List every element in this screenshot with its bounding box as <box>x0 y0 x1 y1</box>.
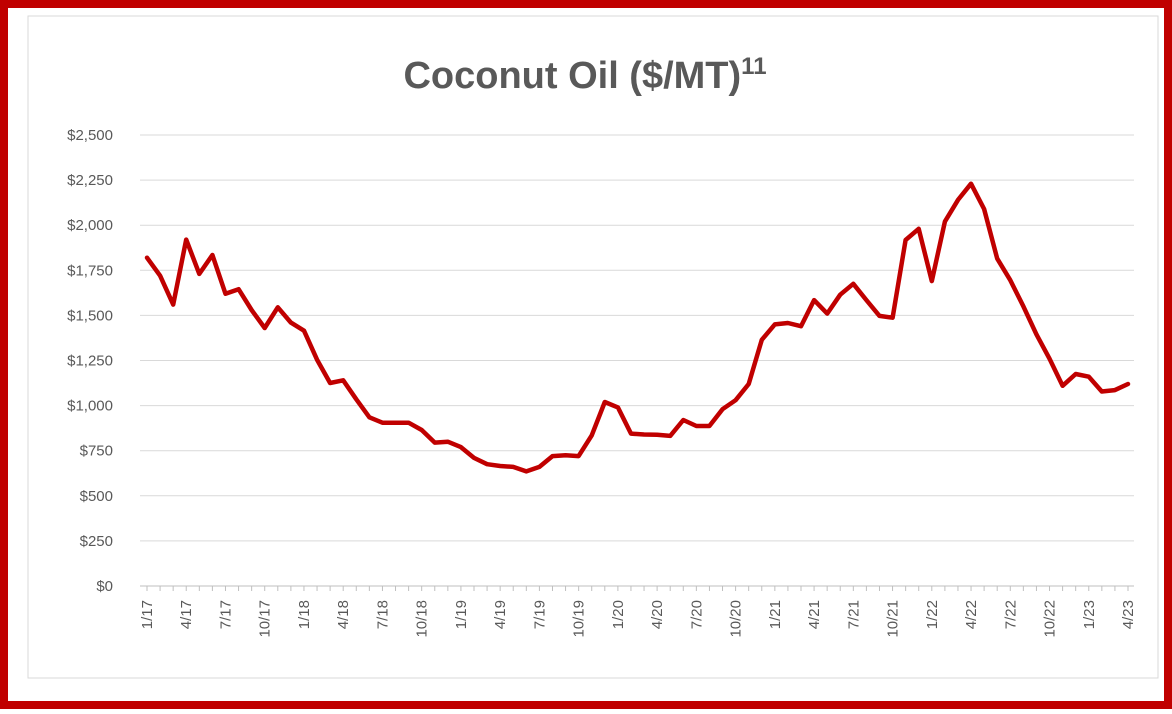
title-superscript: 11 <box>741 53 766 80</box>
y-tick-label: $2,000 <box>67 217 113 234</box>
title-text: Coconut Oil ($/MT) <box>403 55 741 97</box>
y-tick-label: $1,000 <box>67 398 113 415</box>
x-tick-label: 10/18 <box>414 600 431 638</box>
y-tick-label: $750 <box>80 443 113 460</box>
x-tick-label: 7/22 <box>1002 600 1019 629</box>
x-tick-label: 1/23 <box>1081 600 1098 629</box>
x-tick-label: 4/22 <box>963 600 980 629</box>
x-tick-label: 10/22 <box>1042 600 1059 638</box>
x-tick-label: 4/18 <box>335 600 352 629</box>
y-tick-label: $1,500 <box>67 307 113 324</box>
x-tick-label: 4/20 <box>649 600 666 629</box>
x-tick-label: 4/19 <box>492 600 509 629</box>
x-tick-label: 4/21 <box>806 600 823 629</box>
y-tick-label: $0 <box>96 578 113 595</box>
x-tick-label: 7/17 <box>217 600 234 629</box>
x-tick-label: 10/17 <box>257 600 274 638</box>
x-tick-label: 1/19 <box>453 600 470 629</box>
x-tick-label: 1/21 <box>767 600 784 629</box>
x-tick-label: 1/22 <box>924 600 941 629</box>
x-tick-label: 7/19 <box>531 600 548 629</box>
x-tick-label: 7/21 <box>845 600 862 629</box>
x-tick-label: 10/21 <box>885 600 902 638</box>
y-tick-label: $2,250 <box>67 172 113 189</box>
x-tick-label: 4/17 <box>178 600 195 629</box>
chart-title: Coconut Oil ($/MT)11 <box>403 53 766 97</box>
chart-area <box>27 15 1159 679</box>
x-tick-label: 10/20 <box>728 600 745 638</box>
line-series <box>144 181 1131 474</box>
x-tick-label: 7/20 <box>688 600 705 629</box>
y-tick-label: $2,500 <box>67 127 113 144</box>
x-tick-label: 1/17 <box>139 600 156 629</box>
x-tick-label: 7/18 <box>374 600 391 629</box>
x-tick-label: 1/20 <box>610 600 627 629</box>
x-tick-label: 10/19 <box>571 600 588 638</box>
x-tick-label: 4/23 <box>1120 600 1137 629</box>
y-tick-label: $1,250 <box>67 353 113 370</box>
y-tick-label: $1,750 <box>67 262 113 279</box>
x-tick-label: 1/18 <box>296 600 313 629</box>
y-tick-label: $500 <box>80 488 113 505</box>
y-tick-label: $250 <box>80 533 113 550</box>
